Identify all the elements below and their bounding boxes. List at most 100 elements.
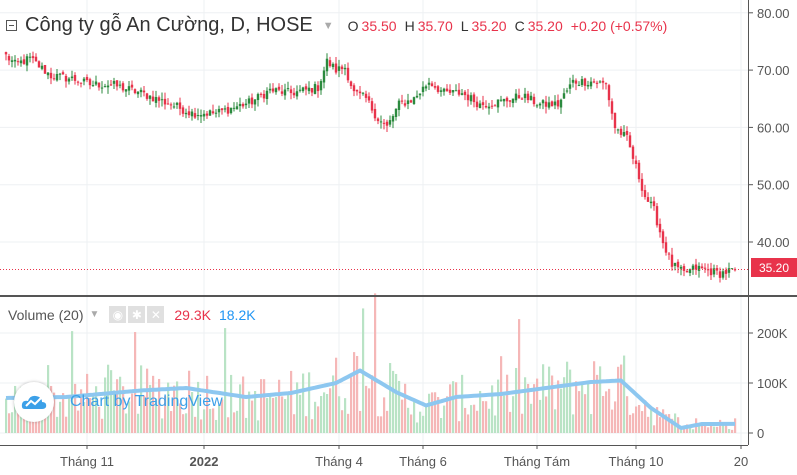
candle-body <box>724 270 728 274</box>
candle-body <box>595 82 599 84</box>
candle-body <box>682 266 686 271</box>
volume-bar <box>248 391 251 433</box>
price-tick-label: 40.00 <box>757 235 790 250</box>
volume-bar <box>617 366 620 433</box>
volume-bar <box>614 401 617 433</box>
candle-body <box>601 80 605 83</box>
candle-body <box>7 56 11 61</box>
volume-bar <box>716 426 719 433</box>
candle-body <box>634 160 638 164</box>
volume-bar <box>518 319 521 433</box>
candle-body <box>88 79 92 86</box>
candle-body <box>571 79 575 83</box>
volume-bar <box>326 394 329 433</box>
volume-bar <box>623 355 626 433</box>
candle-body <box>118 84 122 86</box>
candle-body <box>427 82 431 85</box>
candle-body <box>202 113 206 117</box>
volume-bar <box>158 378 161 433</box>
open-value: 35.50 <box>361 17 397 34</box>
volume-bar <box>179 403 182 433</box>
volume-bar <box>503 395 506 433</box>
candle-body <box>250 97 254 105</box>
volume-bar <box>182 414 185 433</box>
candle-body <box>142 90 146 93</box>
volume-bar <box>722 423 725 433</box>
candle-body <box>220 108 224 111</box>
candle-body <box>40 65 44 69</box>
volume-bar <box>656 407 659 433</box>
time-tick-label: Tháng 10 <box>609 454 664 469</box>
volume-bar <box>575 381 578 433</box>
candle-body <box>661 231 665 244</box>
volume-bar <box>11 412 14 433</box>
candle-body <box>694 264 698 270</box>
candle-body <box>205 113 209 116</box>
volume-bar <box>251 400 254 433</box>
volume-bar <box>731 429 734 433</box>
volume-bar <box>689 426 692 433</box>
candle-body <box>130 84 134 88</box>
volume-bar <box>188 370 191 433</box>
volume-bar <box>473 404 476 433</box>
volume-bar <box>497 379 500 433</box>
volume-bar <box>467 414 470 433</box>
candle-body <box>568 84 572 89</box>
price-tick-label: 70.00 <box>757 63 790 78</box>
chevron-down-icon[interactable]: ▼ <box>89 309 100 320</box>
volume-bar <box>308 372 311 433</box>
volume-bar <box>386 410 389 433</box>
candle-body <box>535 105 539 107</box>
gear-icon[interactable]: ✱ <box>128 306 146 323</box>
candle-body <box>700 266 704 269</box>
candle-body <box>91 85 95 87</box>
volume-bar <box>593 361 596 433</box>
volume-bar <box>203 409 206 433</box>
volume-bar <box>629 414 632 433</box>
eye-icon[interactable]: ◉ <box>109 306 127 323</box>
collapse-icon[interactable] <box>6 20 17 31</box>
volume-bar <box>146 368 149 433</box>
candle-body <box>106 85 110 88</box>
volume-bar <box>197 381 200 433</box>
chevron-down-icon[interactable]: ▼ <box>322 19 334 32</box>
volume-bar <box>713 426 716 433</box>
candle-body <box>376 118 380 122</box>
tradingview-watermark[interactable]: Chart by TradingView <box>14 382 223 422</box>
candle-body <box>613 112 617 129</box>
candle-body <box>466 94 470 101</box>
candle-body <box>244 103 248 106</box>
candle-body <box>268 88 272 91</box>
candle-body <box>646 197 650 202</box>
candle-body <box>727 268 731 273</box>
candle-body <box>478 103 482 109</box>
candle-body <box>469 95 473 102</box>
volume-bar <box>245 417 248 433</box>
candle-body <box>178 102 182 109</box>
volume-bar <box>581 384 584 433</box>
candle-body <box>712 268 716 275</box>
volume-bar <box>434 392 437 433</box>
candle-body <box>124 89 128 92</box>
volume-bar <box>227 417 230 433</box>
candle-body <box>385 121 389 126</box>
volume-bar <box>728 429 731 433</box>
candle-body <box>397 100 401 111</box>
volume-bar <box>155 398 158 433</box>
candle-body <box>457 89 461 95</box>
time-tick-label: Tháng 6 <box>399 454 447 469</box>
candle-body <box>532 96 536 105</box>
volume-bar <box>5 398 8 433</box>
candle-body <box>574 80 578 84</box>
candle-body <box>100 87 104 89</box>
volume-bar <box>41 419 44 433</box>
volume-bar <box>707 427 710 433</box>
volume-bar <box>494 415 497 433</box>
close-icon[interactable]: ✕ <box>147 306 165 323</box>
time-tick-label: Tháng 11 <box>60 454 114 469</box>
candle-body <box>583 78 587 86</box>
candle-body <box>160 99 164 101</box>
symbol-title: Công ty gỗ An Cường, D, HOSE <box>25 14 313 36</box>
volume-bar <box>392 370 395 433</box>
